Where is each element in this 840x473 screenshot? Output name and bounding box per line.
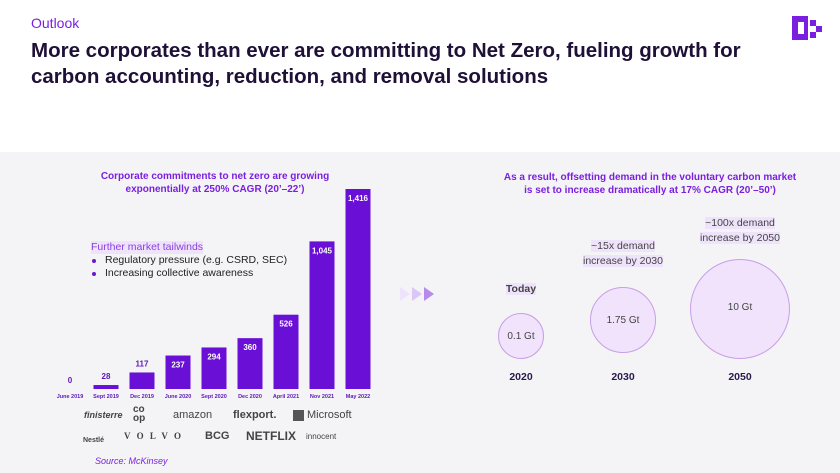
tailwind-item: Regulatory pressure (e.g. CSRD, SEC) xyxy=(91,254,287,267)
logo-flexport: flexport. xyxy=(233,409,277,421)
bar xyxy=(309,241,335,389)
year-label-2020: 2020 xyxy=(509,371,533,383)
logo-amazon: amazon xyxy=(173,409,213,421)
x-tick-label: Dec 2019 xyxy=(130,394,154,400)
bar-value-label: 294 xyxy=(207,352,221,361)
logo-volvo: V O L V O xyxy=(124,431,184,441)
x-tick-label: June 2020 xyxy=(165,394,192,400)
bar xyxy=(345,189,371,389)
bar-value-label: 0 xyxy=(68,376,73,385)
bar-value-label: 360 xyxy=(243,343,257,352)
logo-microsoft: Microsoft xyxy=(307,409,352,421)
logo-netflix: NETFLIX xyxy=(246,429,296,443)
tailwinds-list: Further market tailwinds Regulatory pres… xyxy=(91,241,287,280)
page-title: More corporates than ever are committing… xyxy=(31,39,741,88)
brand-logo xyxy=(792,16,822,40)
x-tick-label: April 2021 xyxy=(273,394,299,400)
source-note: Source: McKinsey xyxy=(95,456,168,466)
x-tick-label: Sept 2020 xyxy=(201,394,227,400)
logo-finisterre: finisterre xyxy=(84,410,123,420)
bar xyxy=(201,347,227,389)
tailwind-item: Increasing collective awareness xyxy=(91,267,287,280)
bubble-2030: 1.75 Gt xyxy=(590,287,656,353)
microsoft-icon xyxy=(293,410,304,421)
bubble-2050: 10 Gt xyxy=(690,259,790,359)
logo-innocent: innocent xyxy=(306,432,337,441)
left-chart-title: Corporate commitments to net zero are gr… xyxy=(100,171,330,195)
bubble-note-2030: ~15x demand increase by 2030 xyxy=(583,240,663,267)
bar-value-label: 1,416 xyxy=(348,194,369,203)
bar-value-label: 117 xyxy=(136,359,149,368)
logo-coop: co op xyxy=(133,404,146,424)
bar-value-label: 237 xyxy=(171,361,185,370)
bar xyxy=(93,385,119,389)
bubble-2020: 0.1 Gt xyxy=(498,313,544,359)
bar-value-label: 28 xyxy=(102,372,111,381)
x-tick-label: June 2019 xyxy=(57,394,84,400)
arrow-chevrons-icon xyxy=(400,287,436,301)
year-label-2050: 2050 xyxy=(728,371,752,383)
logo-nestle: Nestlé xyxy=(83,437,105,444)
bar xyxy=(165,355,191,389)
bubble-note-2050: ~100x demand increase by 2050 xyxy=(700,217,780,244)
bar-value-label: 1,045 xyxy=(312,246,333,255)
x-tick-label: May 2022 xyxy=(346,394,370,400)
x-tick-label: Sept 2019 xyxy=(93,394,119,400)
year-label-2030: 2030 xyxy=(611,371,635,383)
bar xyxy=(129,372,155,389)
commitments-bar-chart: 0 June 2019 28 Sept 2019 117 Dec 2019 237 June … xyxy=(57,189,371,400)
x-tick-label: Dec 2020 xyxy=(238,394,262,400)
bubble-note-2020: Today xyxy=(505,283,537,295)
logo-bcg: BCG xyxy=(205,430,230,442)
bar xyxy=(237,338,263,389)
bar-value-label: 526 xyxy=(279,320,293,329)
right-chart-title: As a result, offsetting demand in the vo… xyxy=(503,172,797,196)
eyebrow: Outlook xyxy=(31,15,80,31)
x-tick-label: Nov 2021 xyxy=(310,394,334,400)
tailwinds-heading: Further market tailwinds xyxy=(91,241,204,254)
bar xyxy=(273,314,299,389)
